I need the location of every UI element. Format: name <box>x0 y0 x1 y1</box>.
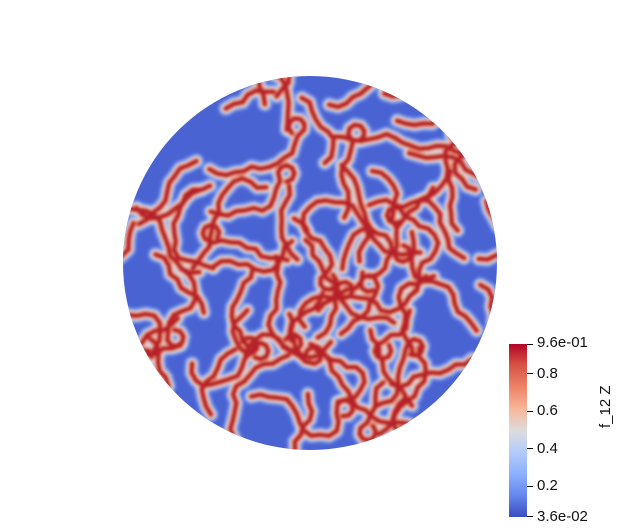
stripe <box>136 158 199 227</box>
colorbar <box>509 344 527 517</box>
colorbar-tick-label: 0.4 <box>537 440 558 457</box>
colorbar-tick-max <box>527 344 533 345</box>
stripe <box>253 76 291 132</box>
colorbar-title: f_12 Z <box>597 385 614 428</box>
stripe <box>207 116 307 178</box>
stripe <box>252 76 282 107</box>
stripe <box>372 336 426 410</box>
stripe <box>331 131 465 156</box>
stripe <box>190 176 269 271</box>
stripe <box>291 216 339 292</box>
stripe <box>446 168 460 233</box>
stripe <box>366 197 467 261</box>
stripe <box>211 239 295 274</box>
colorbar-tick-label: 0.8 <box>537 365 558 382</box>
stripe <box>199 347 238 417</box>
stripe <box>123 206 202 275</box>
stripe <box>223 88 276 111</box>
stripe <box>266 254 304 353</box>
stripe <box>153 252 207 315</box>
stripe <box>296 270 365 329</box>
stripe <box>338 273 381 337</box>
stripe <box>339 162 423 258</box>
stripe <box>228 352 291 448</box>
stripe <box>340 226 395 280</box>
stripe <box>380 76 472 101</box>
stripe <box>287 311 334 360</box>
stripe <box>278 183 300 262</box>
colorbar-tick-label: 0.2 <box>537 477 558 494</box>
stripe <box>165 266 198 349</box>
stripe <box>396 274 437 358</box>
stripe <box>123 316 180 351</box>
colorbar-tick-label: 0.6 <box>537 402 558 419</box>
colorbar-tick <box>527 411 533 412</box>
stripe <box>123 220 136 264</box>
stripe <box>409 229 479 333</box>
stripe <box>339 122 367 220</box>
stripe <box>229 266 255 349</box>
colorbar-tick <box>527 373 533 374</box>
stripe <box>249 392 355 439</box>
colorbar-max-label: 9.6e-01 <box>537 334 588 351</box>
stripe <box>303 237 397 325</box>
stripe <box>123 278 163 360</box>
colorbar-min-label: 3.6e-02 <box>537 508 588 525</box>
stripe <box>372 308 412 362</box>
stripe <box>378 76 474 102</box>
stripe <box>382 76 471 99</box>
colorbar-tick <box>527 448 533 449</box>
stripe <box>134 183 213 221</box>
stripe <box>384 204 441 298</box>
stripe <box>300 198 371 264</box>
stripe <box>376 76 477 105</box>
colorbar-tick-min <box>527 516 533 517</box>
stripe <box>357 380 386 443</box>
stripe <box>308 341 367 405</box>
stripe <box>369 168 414 265</box>
stripe <box>269 391 315 450</box>
stripe <box>299 95 336 166</box>
colorbar-tick <box>527 486 533 487</box>
stripe <box>208 163 297 218</box>
